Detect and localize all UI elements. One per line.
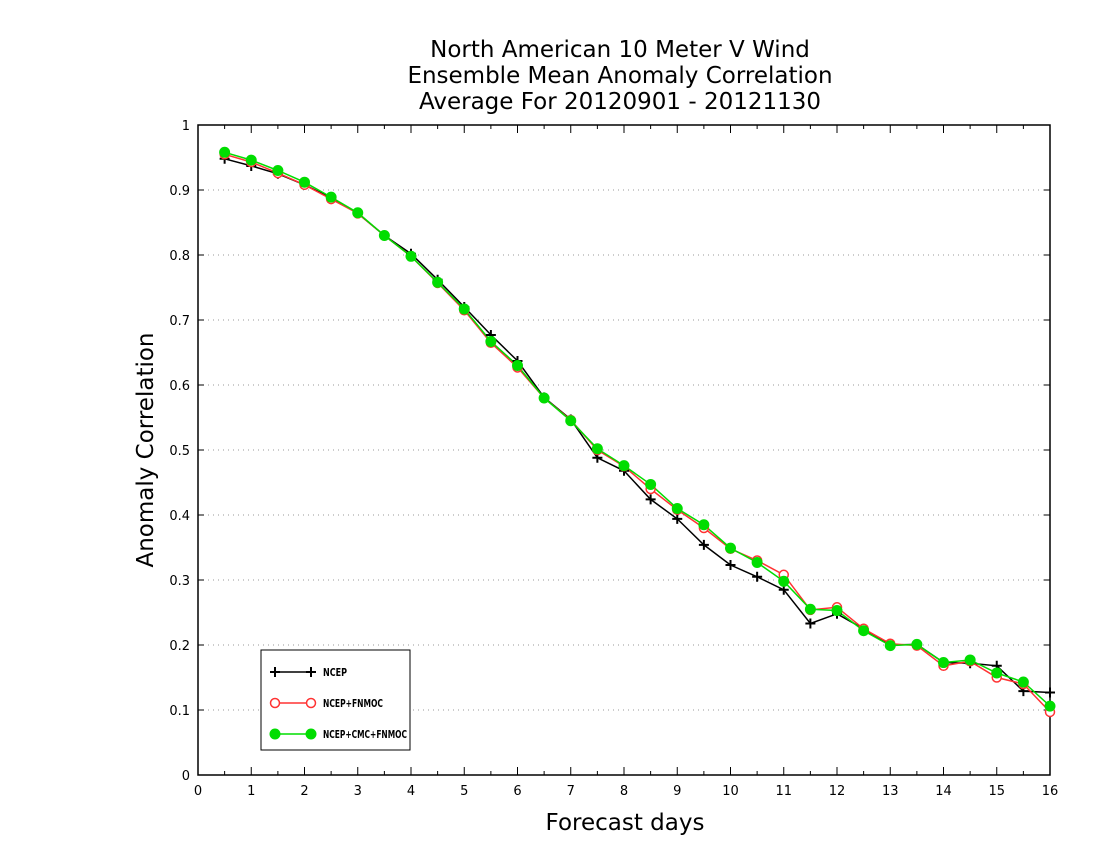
y-tick-label: 0.7 bbox=[169, 314, 190, 329]
series-2-point bbox=[698, 519, 710, 531]
legend-label: NCEP bbox=[323, 666, 347, 679]
legend-marker bbox=[305, 728, 317, 740]
series-2-point bbox=[272, 165, 284, 176]
x-tick-label: 8 bbox=[620, 784, 628, 799]
x-tick-label: 4 bbox=[407, 784, 415, 799]
series-0-point bbox=[698, 539, 709, 550]
y-tick-label: 0.3 bbox=[169, 574, 190, 589]
x-tick-label: 5 bbox=[460, 784, 468, 799]
series-2-point bbox=[858, 625, 870, 637]
series-2-point bbox=[245, 154, 257, 166]
series-2-point bbox=[565, 415, 577, 427]
series-2-point bbox=[219, 146, 231, 158]
series-0-point bbox=[752, 571, 763, 582]
legend-label: NCEP+FNMOC bbox=[323, 697, 383, 710]
y-axis-label: Anomaly Correlation bbox=[133, 332, 159, 568]
legend-marker bbox=[305, 697, 317, 709]
series-2-point bbox=[884, 640, 896, 652]
series-0-point bbox=[1045, 687, 1055, 698]
legend-label: NCEP+CMC+FNMOC bbox=[323, 728, 407, 741]
x-tick-label: 14 bbox=[935, 784, 952, 799]
chart-title-line-3: Average For 20120901 - 20121130 bbox=[418, 89, 822, 115]
x-tick-label: 10 bbox=[722, 784, 739, 799]
legend-marker bbox=[270, 667, 280, 677]
x-tick-label: 7 bbox=[567, 784, 575, 799]
series-line-1 bbox=[224, 153, 1051, 713]
x-tick-label: 1 bbox=[247, 784, 255, 799]
series-2-point bbox=[325, 191, 337, 203]
series-2-point bbox=[512, 360, 523, 371]
x-tick-label: 9 bbox=[673, 784, 681, 799]
series-0-point bbox=[725, 560, 736, 571]
series-2-point bbox=[645, 478, 657, 490]
x-tick-label: 13 bbox=[882, 784, 899, 799]
x-tick-label: 11 bbox=[775, 784, 792, 799]
series-2-point bbox=[991, 667, 1003, 679]
x-tick-label: 15 bbox=[988, 784, 1005, 799]
series-2-point bbox=[671, 503, 683, 514]
series-2-point bbox=[1044, 700, 1056, 712]
series-2-point bbox=[725, 542, 736, 554]
series-2-point bbox=[751, 556, 763, 568]
series-2-point bbox=[804, 603, 816, 615]
series-2-point bbox=[938, 657, 949, 669]
y-tick-label: 0.4 bbox=[169, 509, 190, 524]
y-tick-label: 0.9 bbox=[169, 184, 190, 199]
series-2-point bbox=[964, 654, 976, 666]
series-2-point bbox=[1017, 676, 1029, 688]
legend-marker bbox=[269, 728, 281, 740]
series-2-point bbox=[538, 392, 550, 404]
y-tick-label: 0.1 bbox=[169, 704, 190, 719]
y-tick-label: 0.8 bbox=[169, 249, 190, 264]
x-axis-label: Forecast days bbox=[545, 810, 705, 836]
series-2-point bbox=[299, 176, 310, 188]
series-line-0 bbox=[224, 158, 1051, 694]
y-tick-label: 0.2 bbox=[169, 639, 190, 654]
chart-title-line-1: North American 10 Meter V Wind bbox=[430, 37, 810, 63]
series-0-point bbox=[805, 618, 816, 629]
series-2-point bbox=[485, 335, 497, 347]
y-tick-label: 0 bbox=[182, 769, 190, 784]
legend-marker bbox=[306, 667, 316, 677]
legend-marker bbox=[269, 697, 281, 709]
x-tick-label: 6 bbox=[513, 784, 521, 799]
series-2-point bbox=[378, 230, 390, 241]
series-2-point bbox=[352, 207, 364, 219]
series-2-point bbox=[458, 303, 470, 315]
chart-title-line-2: Ensemble Mean Anomaly Correlation bbox=[407, 63, 833, 89]
y-tick-label: 0.6 bbox=[169, 379, 190, 394]
x-tick-label: 2 bbox=[300, 784, 308, 799]
y-tick-label: 1 bbox=[182, 119, 190, 134]
series-line-2 bbox=[224, 151, 1051, 707]
series-2-point bbox=[591, 443, 603, 455]
series-2-point bbox=[432, 276, 444, 288]
x-tick-label: 12 bbox=[829, 784, 846, 799]
series-2-point bbox=[778, 575, 790, 587]
y-tick-label: 0.5 bbox=[169, 444, 190, 459]
x-tick-label: 16 bbox=[1042, 784, 1059, 799]
series-2-point bbox=[405, 250, 417, 262]
series-2-point bbox=[618, 460, 630, 472]
x-tick-label: 3 bbox=[354, 784, 362, 799]
series-0-point bbox=[645, 494, 656, 505]
x-tick-label: 0 bbox=[194, 784, 202, 799]
series-2-point bbox=[831, 605, 843, 617]
series-2-point bbox=[911, 638, 923, 650]
series-0-point bbox=[672, 513, 683, 524]
